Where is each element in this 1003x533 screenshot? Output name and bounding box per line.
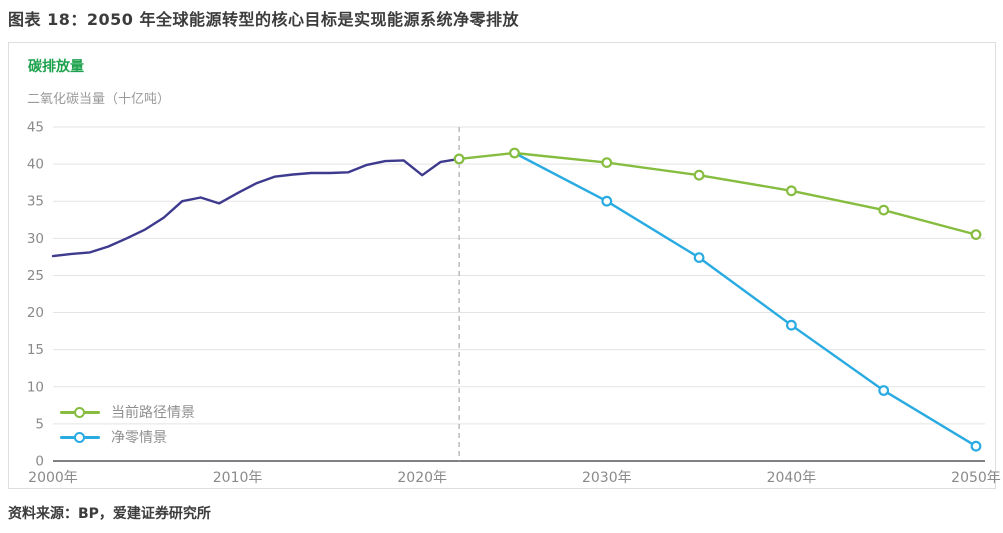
legend-item-current-path: 当前路径情景: [60, 403, 195, 421]
line-circle-marker-icon: [60, 428, 100, 446]
chart-legend: 当前路径情景 净零情景: [60, 403, 195, 446]
legend-item-net-zero: 净零情景: [60, 428, 195, 446]
chart-unit-label: 二氧化碳当量（十亿吨）: [27, 92, 171, 107]
legend-label: 当前路径情景: [111, 405, 195, 421]
source-note: 资料来源：BP，爱建证券研究所: [8, 506, 211, 522]
figure-title: 图表 18：2050 年全球能源转型的核心目标是实现能源系统净零排放: [8, 10, 519, 29]
legend-label: 净零情景: [111, 430, 167, 446]
line-circle-marker-icon: [60, 403, 100, 421]
chart-heading: 碳排放量: [28, 59, 84, 75]
